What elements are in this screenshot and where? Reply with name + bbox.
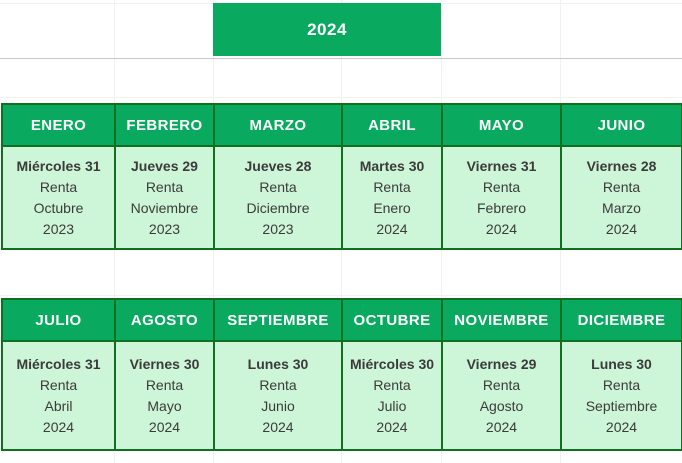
payment-day: Miércoles 31 [16, 355, 101, 372]
month-header-septiembre: SEPTIEMBRE [213, 298, 343, 342]
month-header-agosto: AGOSTO [114, 298, 215, 342]
renta-year: 2023 [262, 220, 294, 237]
month-cell-julio: Miércoles 31 Renta Abril 2024 [1, 340, 116, 451]
renta-year: 2024 [376, 418, 408, 435]
grid-hline [0, 97, 682, 98]
renta-year: 2024 [376, 220, 408, 237]
renta-label: Renta [373, 178, 411, 195]
payment-day: Viernes 30 [129, 355, 200, 372]
renta-year: 2024 [605, 418, 638, 435]
month-header-octubre: OCTUBRE [341, 298, 443, 342]
renta-label: Renta [482, 178, 521, 195]
renta-label: Renta [482, 376, 521, 393]
months-table-first-half: ENERO FEBRERO MARZO ABRIL MAYO JUNIO Mié… [1, 103, 682, 250]
renta-year: 2024 [42, 418, 75, 435]
payment-day: Miércoles 30 [349, 355, 435, 372]
renta-year: 2023 [148, 220, 181, 237]
month-cell-octubre: Miércoles 30 Renta Julio 2024 [341, 340, 443, 451]
renta-month: Noviembre [130, 199, 199, 216]
renta-label: Renta [373, 376, 411, 393]
grid-hline [0, 295, 682, 296]
payment-day: Lunes 30 [591, 355, 652, 372]
month-header-febrero: FEBRERO [114, 103, 215, 147]
renta-year: 2024 [262, 418, 294, 435]
month-detail-row: Miércoles 31 Renta Octubre 2023 Jueves 2… [1, 145, 682, 250]
renta-month: Octubre [33, 199, 84, 216]
month-header-enero: ENERO [1, 103, 116, 147]
month-cell-enero: Miércoles 31 Renta Octubre 2023 [1, 145, 116, 250]
renta-year: 2024 [485, 418, 518, 435]
month-detail-row: Miércoles 31 Renta Abril 2024 Viernes 30… [1, 340, 682, 451]
renta-month: Marzo [602, 199, 641, 216]
renta-month: Julio [377, 397, 407, 414]
month-header-abril: ABRIL [341, 103, 443, 147]
month-header-noviembre: NOVIEMBRE [441, 298, 562, 342]
month-header-row: ENERO FEBRERO MARZO ABRIL MAYO JUNIO [1, 103, 682, 147]
renta-label: Renta [602, 178, 641, 195]
renta-label: Renta [259, 178, 297, 195]
renta-label: Renta [39, 376, 78, 393]
month-cell-junio: Viernes 28 Renta Marzo 2024 [560, 145, 682, 250]
month-cell-marzo: Jueves 28 Renta Diciembre 2023 [213, 145, 343, 250]
month-cell-diciembre: Lunes 30 Renta Septiembre 2024 [560, 340, 682, 451]
month-header-diciembre: DICIEMBRE [560, 298, 682, 342]
renta-label: Renta [259, 376, 297, 393]
month-cell-mayo: Viernes 31 Renta Febrero 2024 [441, 145, 562, 250]
renta-label: Renta [602, 376, 641, 393]
payment-day: Viernes 29 [466, 355, 537, 372]
month-cell-agosto: Viernes 30 Renta Mayo 2024 [114, 340, 215, 451]
renta-month: Septiembre [585, 397, 658, 414]
renta-label: Renta [145, 178, 184, 195]
month-cell-septiembre: Lunes 30 Renta Junio 2024 [213, 340, 343, 451]
month-cell-noviembre: Viernes 29 Renta Agosto 2024 [441, 340, 562, 451]
renta-year: 2024 [148, 418, 181, 435]
renta-year: 2023 [42, 220, 75, 237]
renta-year: 2024 [605, 220, 638, 237]
year-header: 2024 [213, 3, 441, 56]
month-header-mayo: MAYO [441, 103, 562, 147]
payment-day: Viernes 28 [586, 157, 657, 174]
renta-month: Mayo [147, 397, 182, 414]
month-header-junio: JUNIO [560, 103, 682, 147]
renta-month: Febrero [476, 199, 527, 216]
renta-label: Renta [39, 178, 78, 195]
payment-day: Jueves 29 [131, 157, 198, 174]
month-cell-abril: Martes 30 Renta Enero 2024 [341, 145, 443, 250]
payment-day: Martes 30 [359, 157, 425, 174]
renta-month: Agosto [479, 397, 524, 414]
payment-day: Viernes 31 [466, 157, 537, 174]
month-cell-febrero: Jueves 29 Renta Noviembre 2023 [114, 145, 215, 250]
renta-label: Renta [145, 376, 184, 393]
payment-day: Jueves 28 [244, 157, 312, 174]
renta-month: Enero [373, 199, 411, 216]
payment-day: Miércoles 31 [16, 157, 101, 174]
month-header-marzo: MARZO [213, 103, 343, 147]
month-header-julio: JULIO [1, 298, 116, 342]
grid-hline-strong [0, 58, 682, 59]
renta-month: Abril [44, 397, 73, 414]
year-title: 2024 [307, 19, 347, 39]
renta-month: Junio [261, 397, 295, 414]
renta-month: Diciembre [246, 199, 310, 216]
renta-year: 2024 [485, 220, 518, 237]
month-header-row: JULIO AGOSTO SEPTIEMBRE OCTUBRE NOVIEMBR… [1, 298, 682, 342]
months-table-second-half: JULIO AGOSTO SEPTIEMBRE OCTUBRE NOVIEMBR… [1, 298, 682, 451]
payment-day: Lunes 30 [247, 355, 309, 372]
